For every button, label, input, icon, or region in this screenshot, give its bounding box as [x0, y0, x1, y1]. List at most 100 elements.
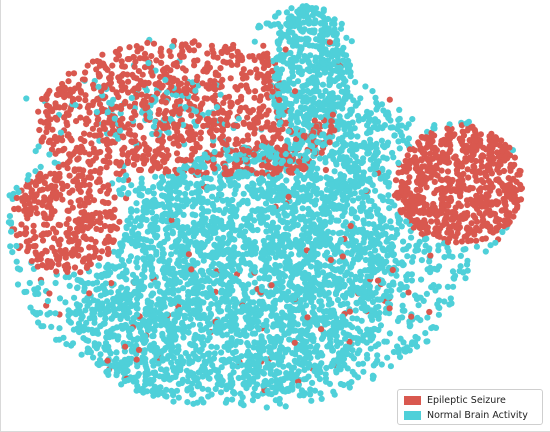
normal-point — [274, 65, 280, 71]
seizure-point — [405, 152, 411, 158]
normal-point — [85, 338, 91, 344]
seizure-point — [267, 83, 273, 89]
normal-point — [340, 301, 346, 307]
seizure-point — [476, 210, 482, 216]
seizure-point — [38, 118, 44, 124]
normal-point — [140, 333, 146, 339]
normal-point — [207, 335, 213, 341]
normal-point — [276, 274, 282, 280]
seizure-point — [53, 268, 59, 274]
normal-point — [226, 291, 232, 297]
normal-point — [46, 151, 52, 157]
seizure-point — [150, 156, 156, 162]
normal-point — [229, 397, 235, 403]
normal-point — [404, 284, 410, 290]
normal-point — [285, 243, 291, 249]
normal-point — [305, 36, 311, 42]
normal-point — [120, 262, 126, 268]
normal-point — [338, 381, 344, 387]
seizure-point — [212, 86, 218, 92]
normal-point — [35, 319, 41, 325]
seizure-point — [200, 123, 206, 129]
normal-point — [173, 92, 179, 98]
seizure-point — [125, 121, 131, 127]
normal-point — [348, 379, 354, 385]
seizure-point — [148, 53, 154, 59]
seizure-point — [183, 67, 189, 73]
normal-point — [430, 282, 436, 288]
normal-point — [460, 269, 466, 275]
normal-point — [223, 400, 229, 406]
normal-point — [278, 344, 284, 350]
normal-point — [343, 35, 349, 41]
seizure-point — [454, 158, 460, 164]
seizure-point — [408, 314, 414, 320]
seizure-point — [85, 225, 91, 231]
normal-point — [193, 284, 199, 290]
normal-point — [67, 283, 73, 289]
normal-point — [384, 355, 390, 361]
normal-point — [434, 301, 440, 307]
normal-point — [154, 233, 160, 239]
normal-point — [276, 46, 282, 52]
seizure-point — [224, 60, 230, 66]
normal-point — [63, 341, 69, 347]
seizure-point — [254, 170, 260, 176]
seizure-point — [260, 43, 266, 49]
normal-point — [290, 314, 296, 320]
seizure-point — [79, 223, 85, 229]
seizure-point — [484, 221, 490, 227]
normal-point — [273, 312, 279, 318]
seizure-point — [268, 127, 274, 133]
normal-point — [354, 300, 360, 306]
normal-point — [218, 289, 224, 295]
seizure-point — [97, 255, 103, 261]
normal-point — [338, 146, 344, 152]
seizure-point — [468, 238, 474, 244]
seizure-point — [453, 205, 459, 211]
seizure-point — [240, 138, 246, 144]
normal-point — [262, 378, 268, 384]
normal-point — [364, 273, 370, 279]
seizure-point — [210, 50, 216, 56]
normal-point — [226, 201, 232, 207]
normal-point — [194, 260, 200, 266]
normal-point — [307, 52, 313, 58]
normal-point — [286, 265, 292, 271]
seizure-point — [451, 131, 457, 137]
normal-point — [308, 264, 314, 270]
seizure-point — [219, 84, 225, 90]
normal-point — [430, 125, 436, 131]
seizure-point — [112, 194, 118, 200]
normal-point — [441, 254, 447, 260]
normal-point — [176, 167, 182, 173]
seizure-point — [134, 357, 140, 363]
seizure-point — [191, 94, 197, 100]
normal-point — [123, 172, 129, 178]
normal-point — [249, 188, 255, 194]
seizure-point — [453, 239, 459, 245]
normal-point — [298, 216, 304, 222]
seizure-point — [105, 182, 111, 188]
normal-point — [315, 354, 321, 360]
seizure-point — [69, 187, 75, 193]
seizure-point — [234, 62, 240, 68]
normal-point — [309, 380, 315, 386]
normal-point — [458, 253, 464, 259]
normal-point — [164, 232, 170, 238]
normal-point — [282, 273, 288, 279]
seizure-point — [141, 141, 147, 147]
normal-point — [79, 352, 85, 358]
normal-point — [371, 362, 377, 368]
seizure-point — [435, 220, 441, 226]
seizure-point — [71, 70, 77, 76]
normal-point — [137, 293, 143, 299]
normal-point — [245, 349, 251, 355]
normal-point — [310, 74, 316, 80]
seizure-point — [45, 260, 51, 266]
normal-point — [436, 284, 442, 290]
normal-point — [220, 198, 226, 204]
seizure-point — [432, 226, 438, 232]
normal-point — [284, 137, 290, 143]
